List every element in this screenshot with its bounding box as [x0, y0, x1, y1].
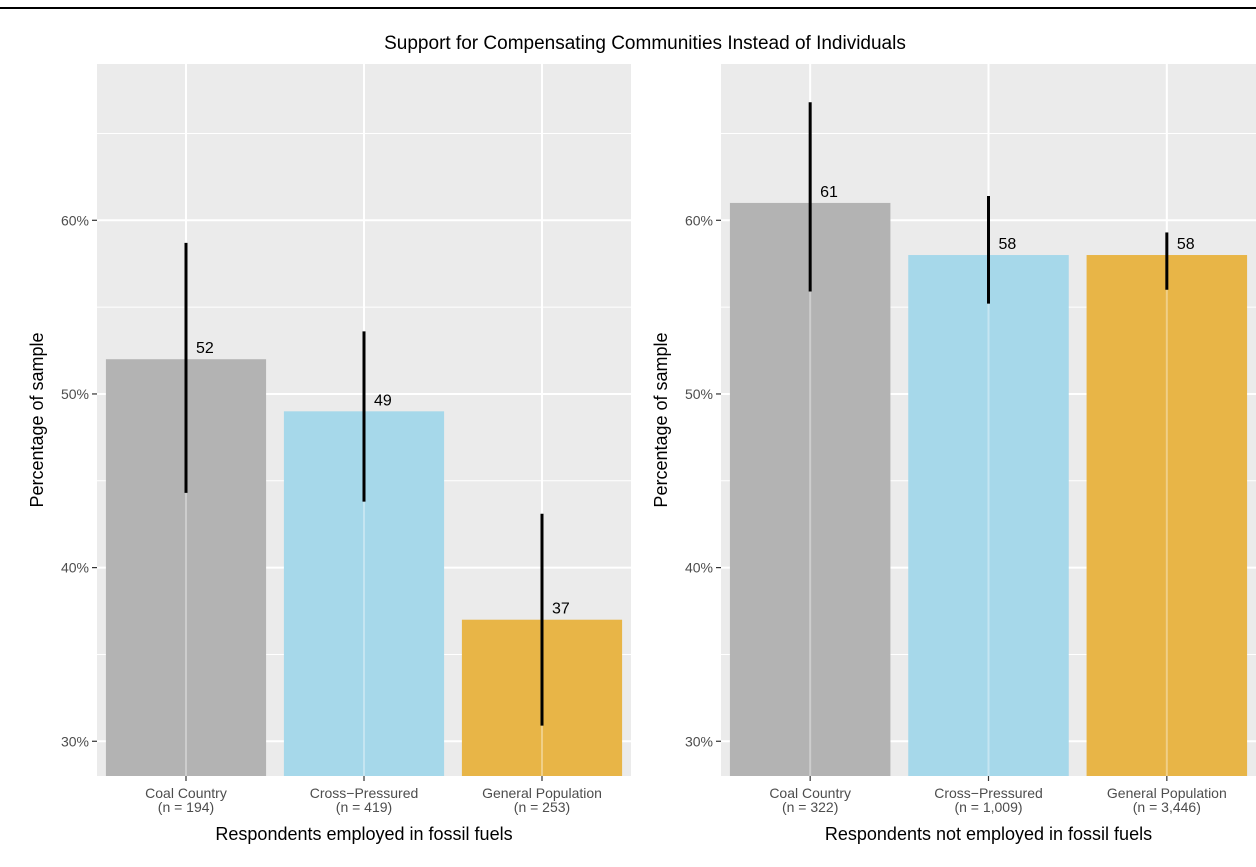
panel-1-sample-size-3: (n = 253): [514, 799, 570, 815]
panel-1-sample-size-2: (n = 419): [336, 799, 392, 815]
panel-2-value-label-2: 58: [999, 236, 1017, 253]
chart-title: Support for Compensating Communities Ins…: [384, 33, 906, 54]
panel-1-y-tick-label: 60%: [61, 212, 89, 228]
panel-2-y-tick-label: 50%: [685, 386, 713, 402]
panel-2-sample-size-3: (n = 3,446): [1133, 799, 1201, 815]
panel-1-y-tick-label: 50%: [61, 386, 89, 402]
panel-2-x-axis-title: Respondents not employed in fossil fuels: [825, 824, 1152, 844]
panel-1-x-axis-title: Respondents employed in fossil fuels: [215, 824, 512, 844]
panel-1-value-label-2: 49: [374, 392, 392, 409]
panel-2-value-label-3: 58: [1177, 236, 1195, 253]
panel-2-y-tick-label: 40%: [685, 560, 713, 576]
panel-1-y-tick-label: 30%: [61, 733, 89, 749]
panel-1-value-label-3: 37: [552, 601, 570, 618]
panel-2-y-axis-title: Percentage of sample: [651, 332, 671, 507]
panel-2-sample-size-2: (n = 1,009): [954, 799, 1022, 815]
panel-1-y-axis-title: Percentage of sample: [27, 332, 47, 507]
panel-2-sample-size-1: (n = 322): [782, 799, 838, 815]
panel-2-y-tick-label: 60%: [685, 212, 713, 228]
panel-1-value-label-1: 52: [196, 340, 214, 357]
panel-2-value-label-1: 61: [820, 184, 838, 201]
panel-2-y-tick-label: 30%: [685, 733, 713, 749]
panel-1-sample-size-1: (n = 194): [158, 799, 214, 815]
panel-1-y-tick-label: 40%: [61, 560, 89, 576]
